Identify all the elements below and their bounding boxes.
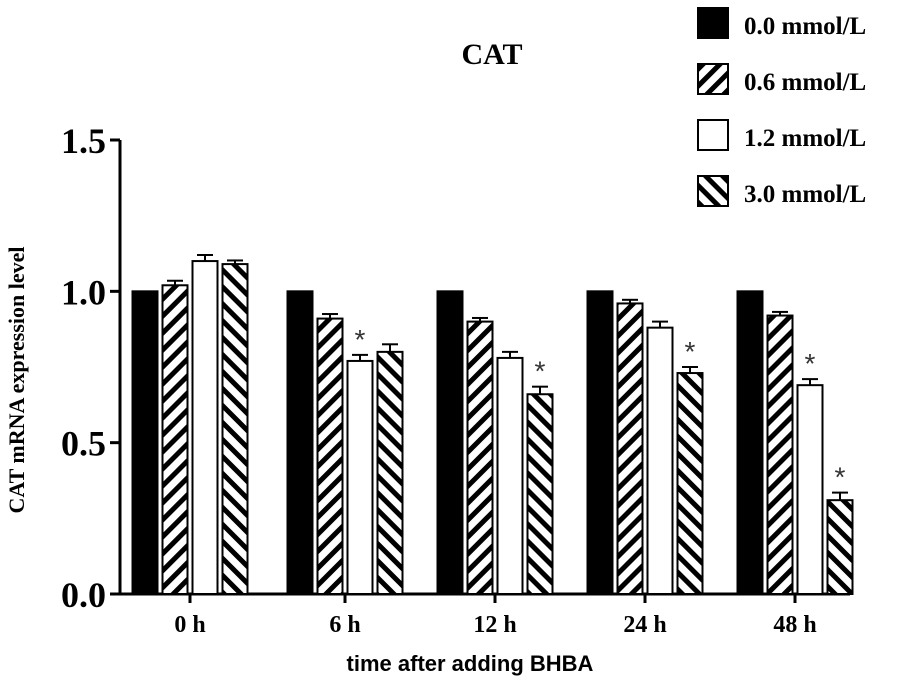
bar — [586, 290, 614, 595]
legend-label: 0.0 mmol/L — [744, 13, 866, 40]
bar — [466, 320, 494, 595]
bar — [676, 372, 704, 596]
significance-marker: * — [835, 462, 846, 493]
bar — [436, 290, 464, 595]
bar — [376, 350, 404, 595]
y-tick-label: 1.5 — [61, 121, 106, 161]
bar — [526, 393, 554, 595]
bar — [616, 302, 644, 595]
bar — [766, 314, 794, 595]
x-tick-label: 24 h — [623, 612, 666, 638]
legend-swatch — [697, 119, 729, 151]
x-tick-label: 48 h — [773, 612, 816, 638]
bar — [286, 290, 314, 595]
bars: * * * * * — [131, 254, 854, 596]
bar — [796, 384, 824, 595]
significance-marker: * — [355, 324, 366, 355]
bar — [346, 359, 374, 595]
legend-swatch — [697, 63, 729, 95]
bar — [496, 356, 524, 596]
y-axis-label: CAT mRNA expression level — [4, 246, 29, 513]
y-tick-label: 0.0 — [61, 575, 106, 615]
bar — [161, 284, 189, 595]
axes: 0.0 0.5 1.0 1.5 0 h 6 h 12 h 24 h 48 h — [61, 121, 850, 638]
y-tick-label: 0.5 — [61, 424, 106, 464]
legend: 0.0 mmol/L 0.6 mmol/L 1.2 mmol/L 3.0 mmol/L — [697, 7, 866, 208]
legend-swatch — [697, 175, 729, 207]
bar — [826, 499, 854, 596]
significance-marker: * — [535, 356, 546, 387]
legend-swatch — [697, 7, 729, 39]
significance-marker: * — [805, 348, 816, 379]
x-axis-label: time after adding BHBA — [347, 651, 594, 676]
y-tick-label: 1.0 — [61, 272, 106, 312]
bar — [646, 326, 674, 595]
chart-title: CAT — [461, 38, 522, 71]
x-tick-label: 12 h — [473, 612, 516, 638]
x-tick-label: 6 h — [329, 612, 360, 638]
legend-label: 0.6 mmol/L — [744, 69, 866, 96]
bar — [221, 263, 249, 595]
bar — [316, 317, 344, 595]
legend-label: 1.2 mmol/L — [744, 125, 866, 152]
x-tick-label: 0 h — [174, 612, 205, 638]
significance-marker: * — [685, 336, 696, 367]
legend-label: 3.0 mmol/L — [744, 181, 866, 208]
bar — [736, 290, 764, 595]
bar — [131, 290, 159, 595]
bar — [191, 260, 219, 595]
